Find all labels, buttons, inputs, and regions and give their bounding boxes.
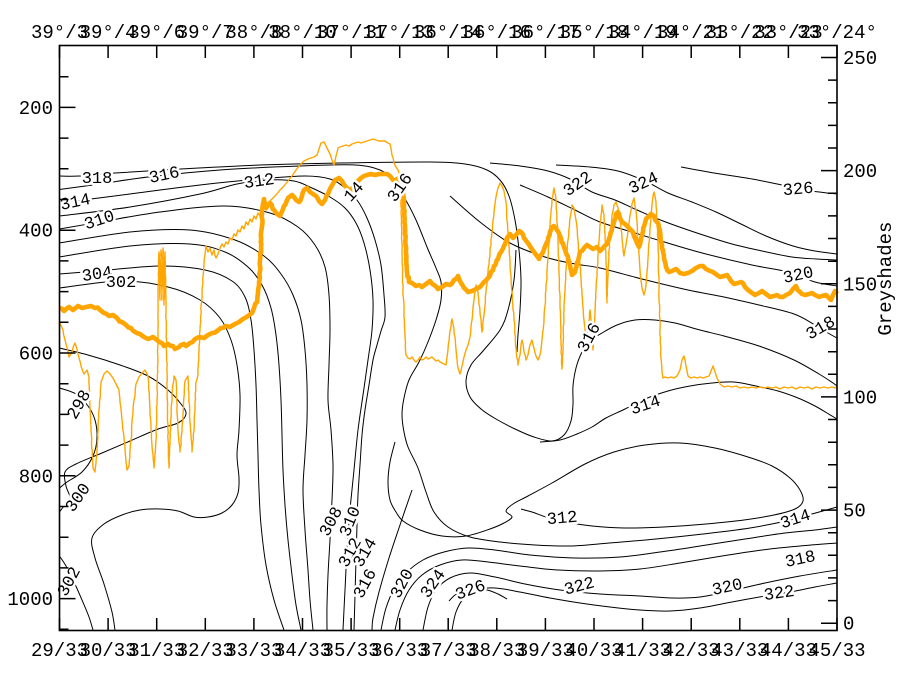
svg-text:33°/24°: 33°/24° xyxy=(797,22,877,44)
svg-text:42/33: 42/33 xyxy=(663,640,720,662)
svg-text:36°/17: 36°/17 xyxy=(511,22,579,44)
svg-text:600: 600 xyxy=(19,344,53,366)
svg-text:41/33: 41/33 xyxy=(614,640,671,662)
svg-text:38/33: 38/33 xyxy=(468,640,525,662)
svg-text:1000: 1000 xyxy=(7,589,53,611)
svg-text:312: 312 xyxy=(546,509,578,531)
svg-text:40/33: 40/33 xyxy=(565,640,622,662)
svg-text:30/33: 30/33 xyxy=(80,640,137,662)
svg-text:38°/8: 38°/8 xyxy=(225,22,282,44)
svg-text:33/33: 33/33 xyxy=(225,640,282,662)
svg-text:34°/19: 34°/19 xyxy=(608,22,676,44)
svg-text:302: 302 xyxy=(106,274,137,293)
svg-text:43/33: 43/33 xyxy=(711,640,768,662)
svg-text:39°/4: 39°/4 xyxy=(80,22,137,44)
svg-text:100: 100 xyxy=(843,388,877,410)
svg-text:33°/23: 33°/23 xyxy=(754,22,822,44)
svg-text:34/33: 34/33 xyxy=(274,640,331,662)
svg-text:37°/11: 37°/11 xyxy=(317,22,385,44)
svg-text:45/33: 45/33 xyxy=(808,640,865,662)
svg-text:326: 326 xyxy=(782,180,814,202)
svg-text:400: 400 xyxy=(19,221,53,243)
svg-text:36°/14: 36°/14 xyxy=(414,22,482,44)
svg-text:32/33: 32/33 xyxy=(177,640,234,662)
svg-text:50: 50 xyxy=(843,501,866,523)
svg-text:39/33: 39/33 xyxy=(517,640,574,662)
svg-text:29/33: 29/33 xyxy=(31,640,88,662)
svg-text:36°/16: 36°/16 xyxy=(463,22,531,44)
svg-text:800: 800 xyxy=(19,466,53,488)
svg-text:31/33: 31/33 xyxy=(128,640,185,662)
svg-text:34°/21: 34°/21 xyxy=(657,22,725,44)
svg-text:44/33: 44/33 xyxy=(760,640,817,662)
svg-text:37/33: 37/33 xyxy=(420,640,477,662)
svg-text:200: 200 xyxy=(843,161,877,183)
svg-text:33°/22: 33°/22 xyxy=(706,22,774,44)
svg-text:35/33: 35/33 xyxy=(323,640,380,662)
svg-text:37°/13: 37°/13 xyxy=(365,22,433,44)
svg-text:318: 318 xyxy=(82,170,113,189)
svg-text:39°/6: 39°/6 xyxy=(128,22,185,44)
svg-text:35°/18: 35°/18 xyxy=(560,22,628,44)
svg-text:200: 200 xyxy=(19,98,53,120)
svg-text:38°/10: 38°/10 xyxy=(268,22,336,44)
svg-text:250: 250 xyxy=(843,48,877,70)
svg-text:Greyshades: Greyshades xyxy=(875,222,897,336)
svg-text:0: 0 xyxy=(843,614,854,636)
svg-text:150: 150 xyxy=(843,274,877,296)
svg-text:36/33: 36/33 xyxy=(371,640,428,662)
svg-text:39°/3: 39°/3 xyxy=(31,22,88,44)
svg-text:39°/7: 39°/7 xyxy=(177,22,234,44)
